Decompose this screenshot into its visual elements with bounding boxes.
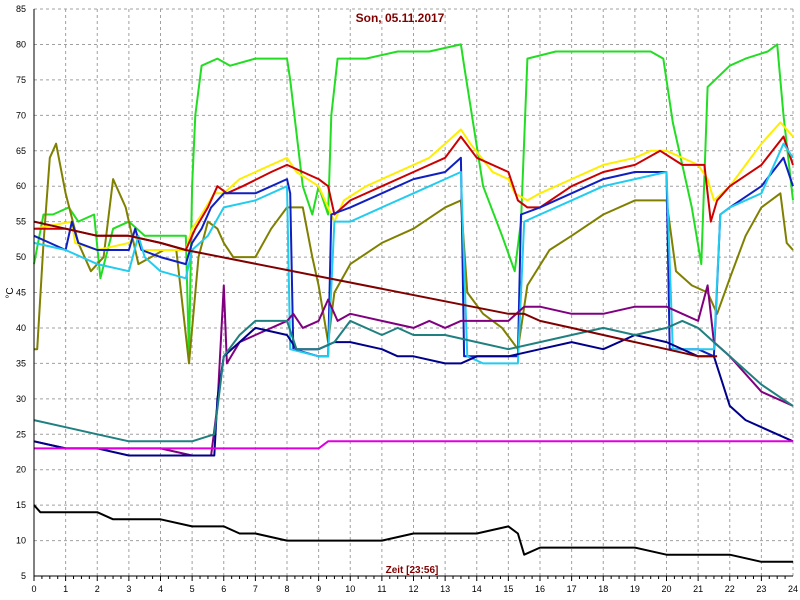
y-tick-label: 25 <box>16 429 26 439</box>
y-tick-label: 70 <box>16 110 26 120</box>
x-tick-label: 18 <box>598 584 608 594</box>
y-tick-label: 50 <box>16 252 26 262</box>
x-tick-label: 4 <box>158 584 163 594</box>
series-line-1 <box>33 43 794 358</box>
y-axis-label: °C <box>5 287 16 298</box>
x-tick-label: 2 <box>95 584 100 594</box>
series-line-3 <box>33 121 794 251</box>
y-tick-label: 65 <box>16 146 26 156</box>
y-tick-label: 80 <box>16 39 26 49</box>
series-line-2 <box>34 142 794 365</box>
x-tick-label: 16 <box>535 584 545 594</box>
y-tick-label: 85 <box>16 4 26 14</box>
series-line-11 <box>34 440 793 450</box>
x-tick-label: 11 <box>377 584 386 594</box>
y-tick-label: 60 <box>16 181 26 191</box>
series-line-10 <box>33 220 718 358</box>
y-tick-label: 15 <box>16 500 26 510</box>
x-tick-label: 13 <box>440 584 450 594</box>
y-tick-label: 75 <box>16 75 26 85</box>
y-tick-label: 40 <box>16 323 26 333</box>
x-tick-label: 10 <box>345 584 355 594</box>
y-tick-label: 10 <box>16 536 26 546</box>
x-tick-label: 15 <box>503 584 513 594</box>
y-tick-label: 20 <box>16 465 26 475</box>
x-tick-label: 7 <box>253 584 258 594</box>
tick-labels: 0 1 2 3 4 5 6 7 8 9 10 11 12 13 14 15 16 17 18 19 20 21 22 23 24… <box>16 4 798 594</box>
series-lines <box>33 43 794 563</box>
series-line-4 <box>34 135 794 251</box>
y-tick-label: 35 <box>16 358 26 368</box>
x-tick-label: 14 <box>472 584 482 594</box>
series-line-7 <box>33 284 794 457</box>
x-tick-label: 0 <box>31 584 36 594</box>
axes <box>33 9 793 581</box>
y-tick-label: 45 <box>16 288 26 298</box>
x-tick-label: 19 <box>630 584 640 594</box>
x-tick-label: 23 <box>756 584 766 594</box>
x-tick-label: 17 <box>567 584 577 594</box>
series-line-6 <box>33 142 794 365</box>
y-tick-label: 30 <box>16 394 26 404</box>
y-tick-label: 55 <box>16 217 26 227</box>
series-line-5 <box>33 156 794 358</box>
chart-title: Son, 05.11.2017 <box>356 11 445 25</box>
x-tick-label: 3 <box>126 584 131 594</box>
series-line-12 <box>33 504 793 563</box>
x-tick-label: 8 <box>284 584 289 594</box>
x-tick-label: 12 <box>408 584 418 594</box>
x-tick-label: 21 <box>693 584 703 594</box>
series-line-9 <box>33 319 794 443</box>
x-tick-label: 9 <box>316 584 321 594</box>
x-tick-label: 24 <box>788 584 798 594</box>
x-tick-label: 20 <box>661 584 671 594</box>
x-tick-label: 22 <box>725 584 735 594</box>
x-axis-label: Zeit [23:56] <box>386 565 439 576</box>
x-tick-label: 6 <box>221 584 226 594</box>
x-tick-label: 1 <box>63 584 68 594</box>
y-tick-label: 5 <box>21 571 26 581</box>
series-line-8 <box>33 326 794 457</box>
x-tick-label: 5 <box>190 584 195 594</box>
